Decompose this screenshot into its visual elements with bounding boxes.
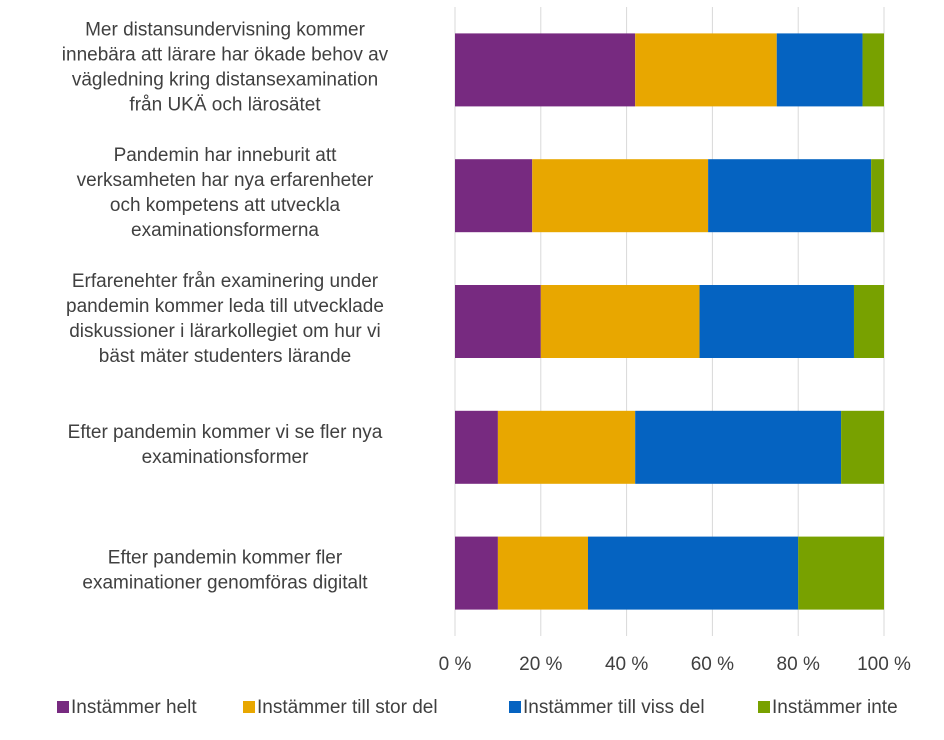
bar-segment	[455, 33, 636, 107]
y-tick-label: och kompetens att utveckla	[110, 195, 341, 216]
x-tick-label: 40 %	[605, 654, 648, 675]
bar-segment	[841, 410, 884, 484]
x-tick-label: 100 %	[857, 654, 911, 675]
x-tick-label: 60 %	[691, 654, 734, 675]
bar-segment	[540, 285, 700, 358]
y-tick-label: Efter pandemin kommer vi se fler nya	[68, 422, 383, 443]
y-tick-label: examinationsformerna	[131, 220, 319, 241]
bar-segment	[853, 285, 884, 358]
y-tick-label: innebära att lärare har ökade behov av	[62, 44, 389, 65]
y-tick-label: från UKÄ och lärosätet	[129, 94, 321, 115]
bar-segment	[455, 159, 533, 233]
legend-swatch	[57, 701, 69, 713]
bar-segment	[455, 536, 498, 610]
y-tick-label: pandemin kommer leda till utvecklade	[66, 296, 384, 317]
bar-segment	[532, 159, 709, 233]
bar-segment	[587, 536, 799, 610]
bar-segment	[862, 33, 884, 107]
legend-label: Instämmer till viss del	[523, 697, 705, 718]
legend-swatch	[509, 701, 521, 713]
y-tick-label: Efter pandemin kommer fler	[108, 548, 343, 569]
bar-segment	[798, 536, 884, 610]
bar-segment	[699, 285, 854, 358]
bar-segment	[635, 410, 842, 484]
y-tick-label: Mer distansundervisning kommer	[85, 19, 366, 40]
bar-segment	[455, 410, 498, 484]
bar-segment	[776, 33, 863, 107]
legend-label: Instämmer helt	[71, 697, 197, 718]
y-tick-label: examinationer genomföras digitalt	[82, 573, 368, 594]
x-tick-label: 80 %	[777, 654, 820, 675]
bar-segment	[455, 285, 541, 358]
y-tick-label: examinationsformer	[142, 447, 310, 468]
legend-swatch	[758, 701, 770, 713]
bar-segment	[497, 536, 588, 610]
x-tick-label: 20 %	[519, 654, 562, 675]
y-tick-label: Erfarenehter från examinering under	[72, 271, 379, 292]
bar-segment	[708, 159, 872, 233]
y-tick-label: diskussioner i lärarkollegiet om hur vi	[69, 321, 381, 342]
legend-swatch	[243, 701, 255, 713]
x-tick-label: 0 %	[439, 654, 472, 675]
y-tick-label: vägledning kring distansexamination	[72, 69, 378, 90]
bar-segment	[635, 33, 777, 107]
y-tick-label: verksamheten har nya erfarenheter	[77, 170, 374, 191]
legend-label: Instämmer inte	[772, 697, 898, 718]
y-tick-label: Pandemin har inneburit att	[114, 145, 338, 166]
legend-label: Instämmer till stor del	[257, 697, 438, 718]
y-tick-label: bäst mäter studenters lärande	[99, 346, 351, 367]
bar-segment	[871, 159, 884, 233]
bar-segment	[497, 410, 636, 484]
